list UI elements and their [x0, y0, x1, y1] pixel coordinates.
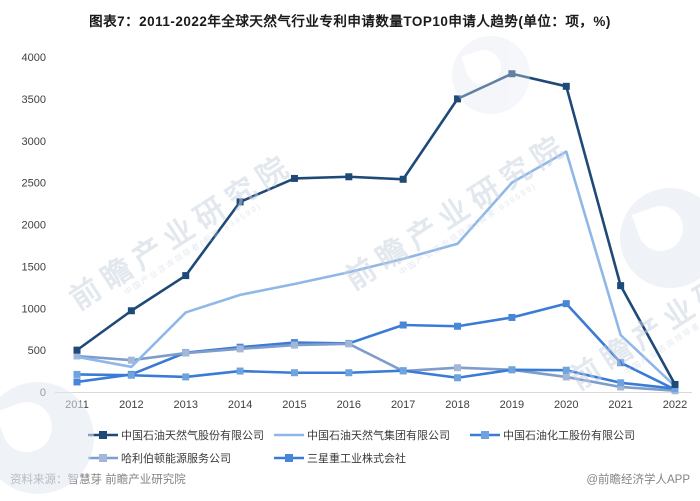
x-axis-tick-label: 2015 — [282, 399, 306, 411]
y-axis-tick-label: 500 — [28, 345, 46, 357]
data-point-marker — [290, 174, 298, 182]
data-point-marker — [562, 82, 570, 90]
series-line — [75, 342, 677, 393]
legend-item-2[interactable]: 中国石油化工股份有限公司 — [470, 427, 680, 443]
x-axis-tick-label: 2018 — [445, 399, 469, 411]
legend-item-0[interactable]: 中国石油天然气股份有限公司 — [88, 427, 270, 443]
y-axis-tick-label: 4000 — [22, 52, 46, 64]
line-chart: 0 500 1000 1500 2000 2500 3000 3500 4000 2011 2012… — [22, 52, 692, 411]
data-point-marker — [236, 367, 244, 375]
chart-title: 图表7：2011-2022年全球天然气行业专利申请数量TOP10申请人趋势(单位… — [89, 14, 611, 29]
y-axis-tick-label: 1500 — [22, 261, 46, 273]
legend-label: 哈利伯顿能源服务公司 — [121, 453, 231, 465]
x-axis-tick-label: 2013 — [173, 399, 197, 411]
y-axis-tick-label: 2000 — [22, 220, 46, 232]
legend-label: 中国石油化工股份有限公司 — [503, 430, 635, 442]
legend-item-4[interactable]: 三星重工业株式会社 — [274, 450, 466, 466]
data-point-marker — [562, 366, 570, 374]
y-axis-tick-label: 3500 — [22, 94, 46, 106]
legend-label: 中国石油天然气集团有限公司 — [307, 430, 450, 442]
data-point-marker — [236, 198, 244, 206]
data-point-marker — [399, 367, 407, 375]
legend-swatch-icon — [274, 433, 304, 437]
series-line — [75, 302, 677, 391]
data-point-marker — [182, 373, 190, 381]
data-point-marker — [454, 374, 462, 382]
x-axis-tick-label: 2014 — [228, 399, 252, 411]
data-point-marker — [671, 385, 679, 393]
data-point-marker — [73, 370, 81, 378]
legend-label: 中国石油天然气股份有限公司 — [121, 430, 264, 442]
data-point-marker — [182, 272, 190, 280]
chart-legend: 中国石油天然气股份有限公司 中国石油天然气集团有限公司 中国石油化工股份有限公司哈利… — [88, 427, 680, 466]
legend-item-3[interactable]: 哈利伯顿能源服务公司 — [88, 450, 270, 466]
data-point-marker — [290, 369, 298, 377]
data-point-marker — [617, 359, 625, 367]
data-point-marker — [617, 379, 625, 387]
legend-swatch-icon — [88, 431, 118, 439]
data-point-marker — [127, 371, 135, 379]
y-axis-tick-label: 2500 — [22, 178, 46, 190]
series-line — [75, 72, 677, 386]
legend-label: 三星重工业株式会社 — [307, 453, 406, 465]
x-axis-tick-label: 2012 — [119, 399, 143, 411]
data-point-marker — [454, 364, 462, 372]
x-axis-tick-label: 2019 — [500, 399, 524, 411]
data-point-marker — [73, 346, 81, 354]
data-point-marker — [399, 321, 407, 329]
x-axis-tick-label: 2020 — [554, 399, 578, 411]
legend-swatch-icon — [88, 454, 118, 462]
series-line — [75, 368, 677, 390]
data-point-marker — [399, 175, 407, 183]
series-line — [75, 150, 677, 388]
y-axis-tick-label: 0 — [40, 387, 46, 399]
y-axis-tick-label: 1000 — [22, 303, 46, 315]
data-point-marker — [671, 380, 679, 388]
data-point-marker — [454, 322, 462, 330]
legend-swatch-icon — [274, 454, 304, 462]
y-axis-tick-label: 3000 — [22, 136, 46, 148]
data-point-marker — [562, 300, 570, 308]
data-point-marker — [508, 70, 516, 78]
legend-item-1[interactable]: 中国石油天然气集团有限公司 — [274, 427, 466, 443]
x-axis-tick-label: 2021 — [608, 399, 632, 411]
data-point-marker — [562, 373, 570, 381]
data-point-marker — [290, 341, 298, 349]
x-axis-tick-label: 2011 — [65, 399, 89, 411]
data-point-marker — [617, 282, 625, 290]
data-point-marker — [182, 349, 190, 357]
legend-swatch-icon — [470, 431, 500, 439]
data-point-marker — [73, 378, 81, 386]
data-point-marker — [127, 307, 135, 315]
x-axis-tick-label: 2022 — [663, 399, 687, 411]
footer: 资料来源：智慧芽 前瞻产业研究院 @前瞻经济学人APP — [0, 471, 700, 487]
x-axis-tick-label: 2016 — [337, 399, 361, 411]
data-point-marker — [345, 173, 353, 181]
data-point-marker — [127, 356, 135, 364]
data-point-marker — [454, 95, 462, 103]
data-point-marker — [508, 313, 516, 321]
source-note: 资料来源：智慧芽 前瞻产业研究院 — [10, 474, 186, 486]
data-point-marker — [236, 345, 244, 353]
credit-note: @前瞻经济学人APP — [586, 474, 690, 486]
data-point-marker — [617, 383, 625, 391]
data-point-marker — [508, 366, 516, 374]
x-axis-tick-label: 2017 — [391, 399, 415, 411]
data-point-marker — [345, 340, 353, 348]
data-point-marker — [345, 369, 353, 377]
